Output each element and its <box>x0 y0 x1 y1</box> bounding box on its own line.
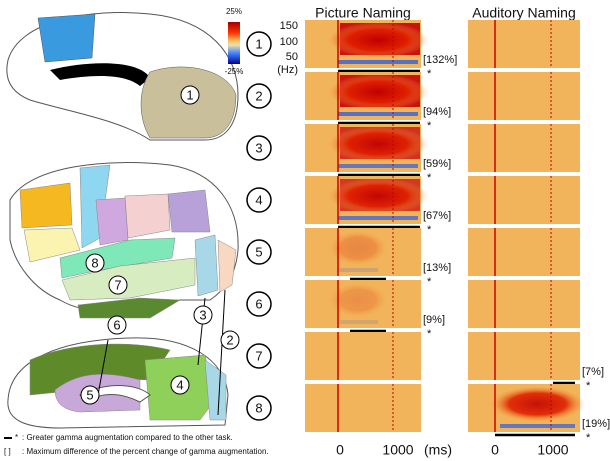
x-tick-label: 0 <box>336 442 344 458</box>
region-label: 6 <box>113 317 120 332</box>
activation <box>328 126 428 162</box>
region-label: 1 <box>186 87 193 102</box>
activation <box>328 230 388 266</box>
suppression <box>338 164 418 168</box>
row-label: 5 <box>255 244 262 259</box>
max-difference: [94%] <box>423 106 451 118</box>
region-circle <box>85 253 105 273</box>
max-difference: [13%] <box>423 262 451 274</box>
x-unit: (ms) <box>424 442 452 458</box>
colorbar-min: -25% <box>225 67 244 76</box>
region-label: 4 <box>176 377 183 392</box>
row-circle <box>246 395 272 421</box>
suppression <box>338 268 378 272</box>
region-circle <box>108 275 128 295</box>
spectrogram <box>468 176 580 224</box>
significance-mark: * <box>586 432 591 444</box>
column-title: Picture Naming <box>315 5 411 21</box>
significance-mark: * <box>427 224 432 236</box>
row-label: 4 <box>255 192 262 207</box>
region-circle <box>107 315 127 335</box>
row-circle <box>246 83 272 109</box>
row-circle <box>246 291 272 317</box>
spectrogram <box>468 228 580 276</box>
suppression <box>338 216 418 220</box>
y-tick-label: 50 <box>286 51 298 63</box>
x-tick-label: 1000 <box>537 442 568 458</box>
significance-mark: * <box>427 172 432 184</box>
column-title: Auditory Naming <box>472 5 576 21</box>
spectrogram <box>468 332 580 380</box>
row-circle <box>246 135 272 161</box>
row-circle <box>246 187 272 213</box>
region-circle <box>180 85 200 105</box>
suppression <box>338 60 418 64</box>
region-label: 5 <box>86 387 93 402</box>
max-difference: [19%] <box>582 418 610 430</box>
row-label: 7 <box>255 348 262 363</box>
region-label: 7 <box>114 277 121 292</box>
legend-symbol: [ ] <box>4 447 11 456</box>
region-circle <box>220 330 240 350</box>
row-circle <box>246 31 272 57</box>
suppression <box>338 112 418 116</box>
significance-mark: * <box>427 120 432 132</box>
suppression <box>500 424 575 428</box>
colorbar <box>228 22 240 64</box>
region-circle <box>193 305 213 325</box>
max-difference: [132%] <box>423 54 457 66</box>
legend-symbol: * <box>15 433 18 442</box>
region-label: 2 <box>226 332 233 347</box>
activation <box>328 282 388 318</box>
x-tick-label: 1000 <box>382 442 413 458</box>
activation <box>328 74 428 110</box>
region-label: 8 <box>91 255 98 270</box>
spectrogram <box>468 72 580 120</box>
y-tick-label: 150 <box>280 20 298 32</box>
row-label: 8 <box>255 400 262 415</box>
spectrogram <box>468 280 580 328</box>
suppression <box>338 320 378 324</box>
spectrogram <box>468 20 580 68</box>
region-circle <box>170 375 190 395</box>
region-circle <box>80 385 100 405</box>
max-difference: [9%] <box>423 314 445 326</box>
activation <box>328 178 428 214</box>
max-difference: [59%] <box>423 158 451 170</box>
significance-mark: * <box>427 276 432 288</box>
legend-text: : Maximum difference of the percent chan… <box>22 447 269 456</box>
row-circle <box>246 239 272 265</box>
activation <box>490 386 585 422</box>
x-tick-label: 0 <box>491 442 499 458</box>
row-circle <box>246 343 272 369</box>
row-label: 6 <box>255 296 262 311</box>
spectrogram <box>468 124 580 172</box>
max-difference: [67%] <box>423 210 451 222</box>
spectrogram <box>305 332 421 380</box>
significance-mark: * <box>586 380 591 392</box>
y-tick-label: 100 <box>280 36 298 48</box>
spectrogram <box>305 384 421 432</box>
y-tick-label: (Hz) <box>277 64 298 76</box>
brain-lateral <box>9 162 239 319</box>
legend-text: : Greater gamma augmentation compared to… <box>22 433 233 442</box>
colorbar-max: 25% <box>226 7 242 16</box>
significance-mark: * <box>427 68 432 80</box>
row-label: 1 <box>255 36 262 51</box>
max-difference: [7%] <box>582 366 604 378</box>
region-label: 3 <box>199 307 206 322</box>
row-label: 2 <box>255 88 262 103</box>
significance-mark: * <box>427 328 432 340</box>
activation <box>328 22 428 58</box>
row-label: 3 <box>255 140 262 155</box>
brain-top <box>6 12 239 141</box>
